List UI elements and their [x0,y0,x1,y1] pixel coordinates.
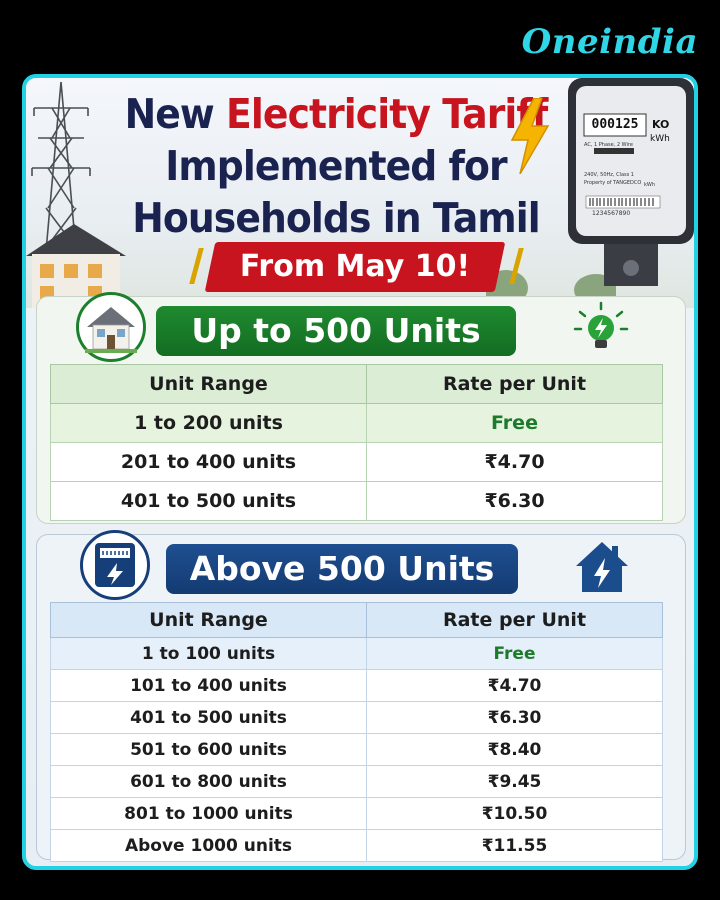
rate-cell: ₹8.40 [366,733,663,766]
meter-icon [95,543,135,587]
table-row: 401 to 500 units ₹6.30 [50,481,663,521]
meter-spec-3: Property of TANGEDCO [584,180,642,186]
rate-cell: ₹9.45 [366,765,663,798]
rate-cell: ₹11.55 [366,829,663,862]
unit-range-cell: Above 1000 units [50,829,367,862]
table-header: Unit Range Rate per Unit [50,602,663,638]
header-unit-range: Unit Range [50,364,367,404]
unit-range-cell: 1 to 200 units [50,403,367,443]
meter-unit: kWh [650,134,670,144]
infographic-card: New Electricity Tariff Implemented for H… [22,74,698,870]
meter-spec-1: AC, 1 Phase, 2 Wire [584,142,633,148]
brand-logo: Oneindia [521,22,698,62]
rate-cell: ₹6.30 [366,481,663,521]
date-banner: From May 10! [204,242,506,292]
table-row: Above 1000 units ₹11.55 [50,829,663,862]
table-above-500: Unit Range Rate per Unit 1 to 100 units … [50,602,663,862]
unit-range-cell: 201 to 400 units [50,442,367,482]
hero-background: New Electricity Tariff Implemented for H… [26,78,694,308]
rate-cell: ₹6.30 [366,701,663,734]
header-rate: Rate per Unit [366,602,663,638]
lightbulb-icon [573,301,629,348]
table-header: Unit Range Rate per Unit [50,364,663,404]
unit-range-cell: 401 to 500 units [50,481,367,521]
house-icon [85,307,137,353]
date-banner-text: From May 10! [239,249,471,284]
house-bolt-icon [576,542,628,592]
unit-range-cell: 501 to 600 units [50,733,367,766]
headline-line2: Implemented for [165,142,507,190]
section1-badge [76,292,146,362]
header-unit-range: Unit Range [50,602,367,638]
rate-cell: Free [366,403,663,443]
unit-range-cell: 101 to 400 units [50,669,367,702]
unit-range-cell: 601 to 800 units [50,765,367,798]
table-row: 601 to 800 units ₹9.45 [50,765,663,798]
headline-prefix: New [124,90,227,138]
unit-range-cell: 801 to 1000 units [50,797,367,830]
table-row: 501 to 600 units ₹8.40 [50,733,663,766]
rate-cell: ₹10.50 [366,797,663,830]
unit-range-cell: 401 to 500 units [50,701,367,734]
meter-spec-2: 240V, 50Hz, Class 1 [584,172,634,178]
table-row: 401 to 500 units ₹6.30 [50,701,663,734]
rate-cell: ₹4.70 [366,442,663,482]
section2-badge [80,530,150,600]
unit-range-cell: 1 to 100 units [50,637,367,670]
rate-cell: Free [366,637,663,670]
table-row: 201 to 400 units ₹4.70 [50,442,663,482]
meter-unit-top: KO [652,118,670,131]
transmission-tower-icon [31,81,91,275]
meter-unit-small: kWh [644,182,656,188]
table-row: 101 to 400 units ₹4.70 [50,669,663,702]
header-rate: Rate per Unit [366,364,663,404]
section2-title: Above 500 Units [166,544,518,594]
headline-highlight: Electricity Tariff [226,90,548,138]
table-row: 801 to 1000 units ₹10.50 [50,797,663,830]
table-row: 1 to 200 units Free [50,403,663,443]
electric-meter-icon [568,78,694,286]
table-up-to-500: Unit Range Rate per Unit 1 to 200 units … [50,364,663,521]
rate-cell: ₹4.70 [366,669,663,702]
table-row: 1 to 100 units Free [50,637,663,670]
section1-title: Up to 500 Units [156,306,516,356]
meter-serial: 1234567890 [592,210,631,217]
meter-reading: 000125 [591,117,639,132]
lightning-bolt-icon [510,98,550,174]
